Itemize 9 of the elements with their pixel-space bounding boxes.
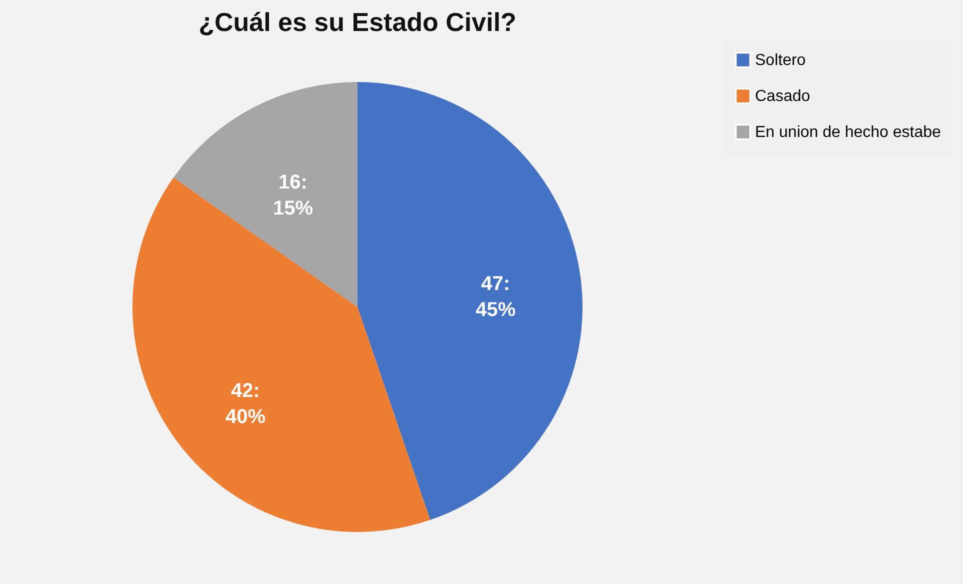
data-label: 16: 15% xyxy=(272,172,314,220)
data-label: 47: 45% xyxy=(476,273,516,322)
pie-slice xyxy=(174,82,358,307)
legend-label: Soltero xyxy=(755,52,806,69)
pie-slice xyxy=(358,82,582,520)
data-label: 42: 40% xyxy=(225,380,266,428)
legend-label: En union de hecho estabe xyxy=(755,124,942,141)
chart-title: ¿Cuál es su Estado Civil? xyxy=(198,7,516,37)
legend-label: Casado xyxy=(755,88,810,105)
